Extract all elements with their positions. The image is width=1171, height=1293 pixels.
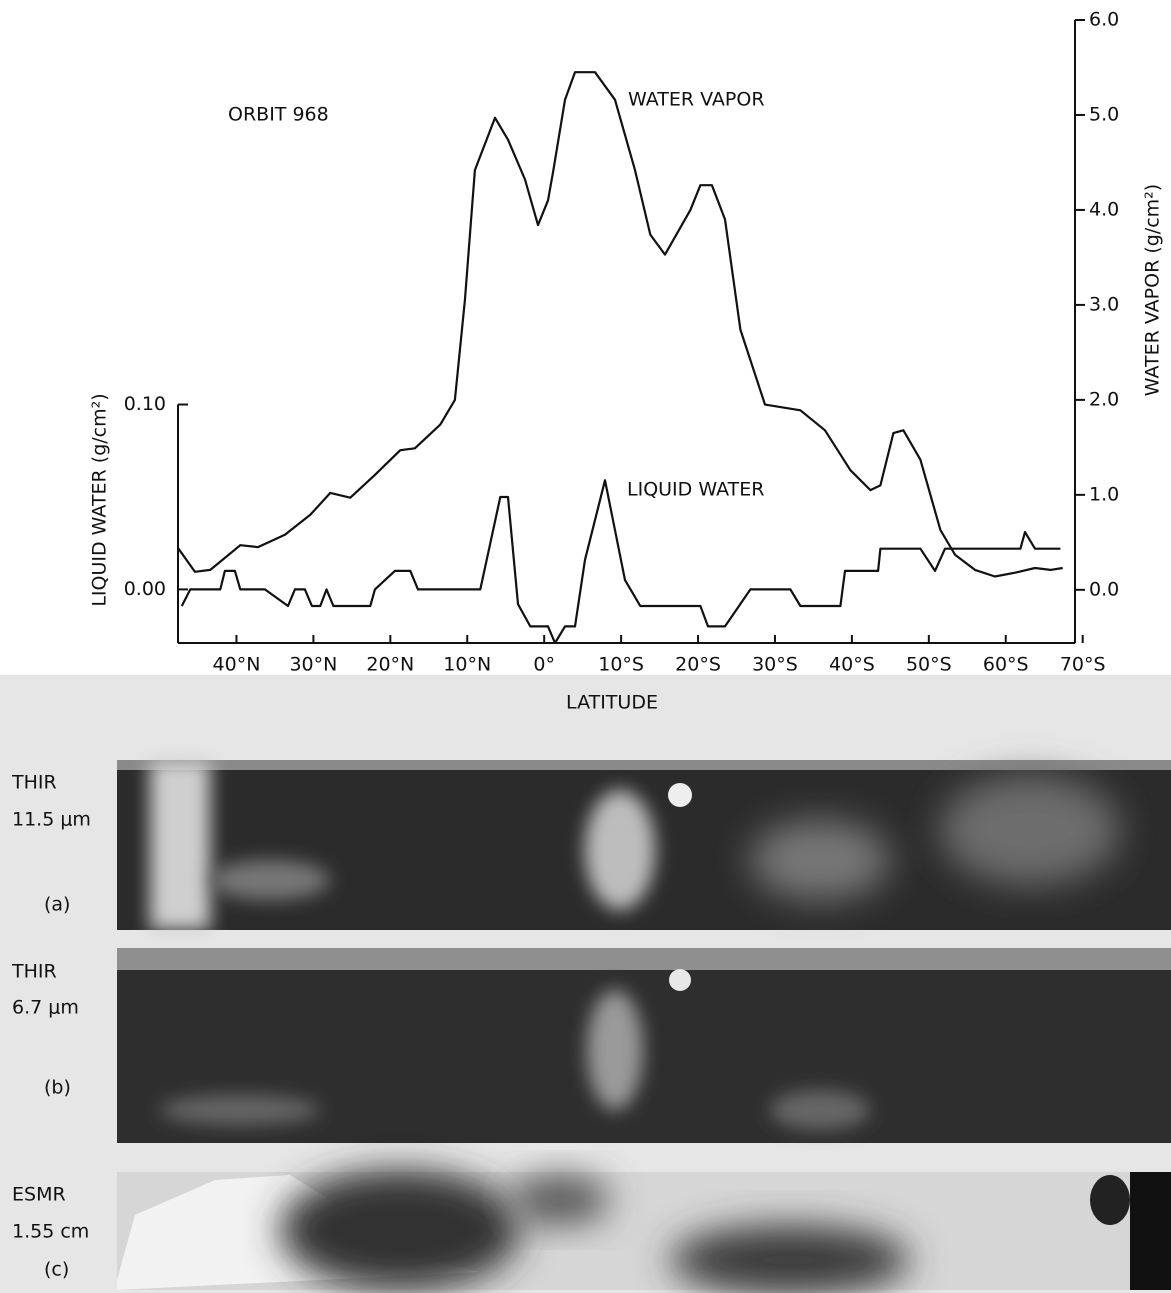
x-tick-label: 0°: [533, 654, 555, 676]
annotation: WATER VAPOR: [628, 89, 765, 111]
x-axis-title: LATITUDE: [566, 692, 658, 714]
data-line: [177, 71, 1063, 578]
x-tick-label: 50°S: [906, 654, 952, 676]
annotation: LIQUID WATER: [627, 479, 764, 501]
y2-tick-label: 5.0: [1089, 103, 1119, 125]
panel-sensor: THIR: [11, 961, 57, 983]
y2-tick-label: 3.0: [1089, 293, 1119, 315]
x-tick-label: 10°S: [598, 654, 644, 676]
y-tick-label: 0.00: [124, 578, 166, 600]
x-tick-label: 20°N: [366, 654, 414, 676]
y-tick-label: 0.10: [124, 393, 166, 415]
panel-tag: (b): [44, 1077, 71, 1099]
image-strip-c: [117, 1170, 1171, 1293]
y2-tick-label: 6.0: [1089, 9, 1119, 31]
image-strip-a: [117, 760, 1171, 930]
panel-sensor: THIR: [11, 772, 57, 794]
panel-tag: (a): [44, 894, 70, 916]
panel-band: 6.7 μm: [12, 997, 79, 1019]
x-tick-label: 60°S: [983, 654, 1029, 676]
data-line: [180, 479, 1061, 645]
x-tick-label: 10°N: [443, 654, 491, 676]
annotation: ORBIT 968: [228, 104, 329, 126]
x-tick-label: 30°S: [752, 654, 798, 676]
panel-band: 11.5 μm: [12, 809, 91, 831]
y2-tick-label: 4.0: [1089, 198, 1119, 220]
image-strip-b: [117, 948, 1171, 1143]
x-tick-label: 40°S: [829, 654, 875, 676]
x-tick-label: 30°N: [289, 654, 337, 676]
y2-tick-label: 1.0: [1089, 483, 1119, 505]
x-tick-label: 70°S: [1060, 654, 1106, 676]
panel-tag: (c): [44, 1259, 69, 1281]
panel-band: 1.55 cm: [12, 1221, 89, 1243]
y2-axis-title: WATER VAPOR (g/cm²): [1142, 184, 1164, 396]
x-tick-label: 40°N: [213, 654, 261, 676]
panel-sensor: ESMR: [12, 1184, 66, 1206]
y2-tick-label: 0.0: [1089, 578, 1119, 600]
y-axis-title: LIQUID WATER (g/cm²): [89, 393, 111, 606]
x-tick-label: 20°S: [675, 654, 721, 676]
y2-tick-label: 2.0: [1089, 388, 1119, 410]
